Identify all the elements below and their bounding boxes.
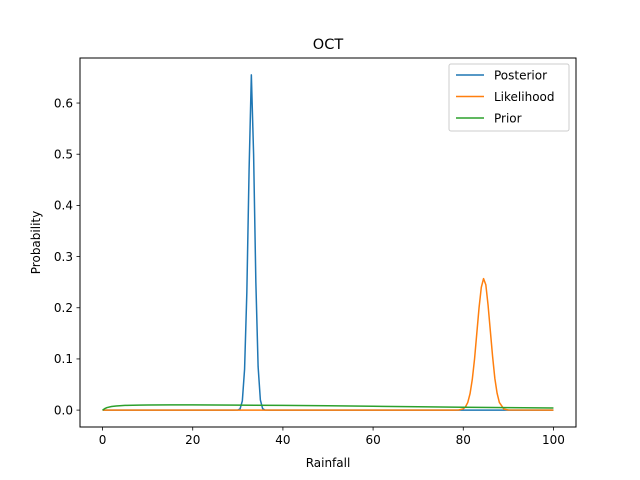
x-axis-ticks: 0 20 40 60 80 100 [99,427,565,447]
legend-label-prior: Prior [494,111,522,125]
x-tick-label: 100 [542,433,565,447]
series-group [102,74,554,411]
y-tick-label: 0.0 [54,403,73,417]
y-tick-label: 0.6 [54,96,73,110]
x-tick-label: 60 [365,433,380,447]
series-line-prior [102,404,554,411]
x-tick-label: 20 [185,433,200,447]
x-tick-label: 40 [275,433,290,447]
plot-area [102,74,554,411]
legend-label-posterior: Posterior [494,68,547,82]
legend-label-likelihood: Likelihood [494,90,555,104]
y-tick-label: 0.2 [54,301,73,315]
legend-box [448,63,570,132]
x-tick-label: 0 [99,433,107,447]
y-tick-label: 0.3 [54,250,73,264]
y-axis-label: Probability [29,211,43,274]
chart-title: OCT [313,37,344,53]
series-line-posterior [102,74,554,411]
plot-frame [79,57,577,428]
y-tick-label: 0.1 [54,352,73,366]
x-tick-label: 80 [456,433,471,447]
y-axis-ticks: 0.0 0.1 0.2 0.3 0.4 0.5 0.6 [54,96,80,417]
x-axis-label: Rainfall [306,456,351,470]
y-tick-label: 0.5 [54,148,73,162]
legend: Posterior Likelihood Prior [448,63,570,132]
y-tick-label: 0.4 [54,199,73,213]
